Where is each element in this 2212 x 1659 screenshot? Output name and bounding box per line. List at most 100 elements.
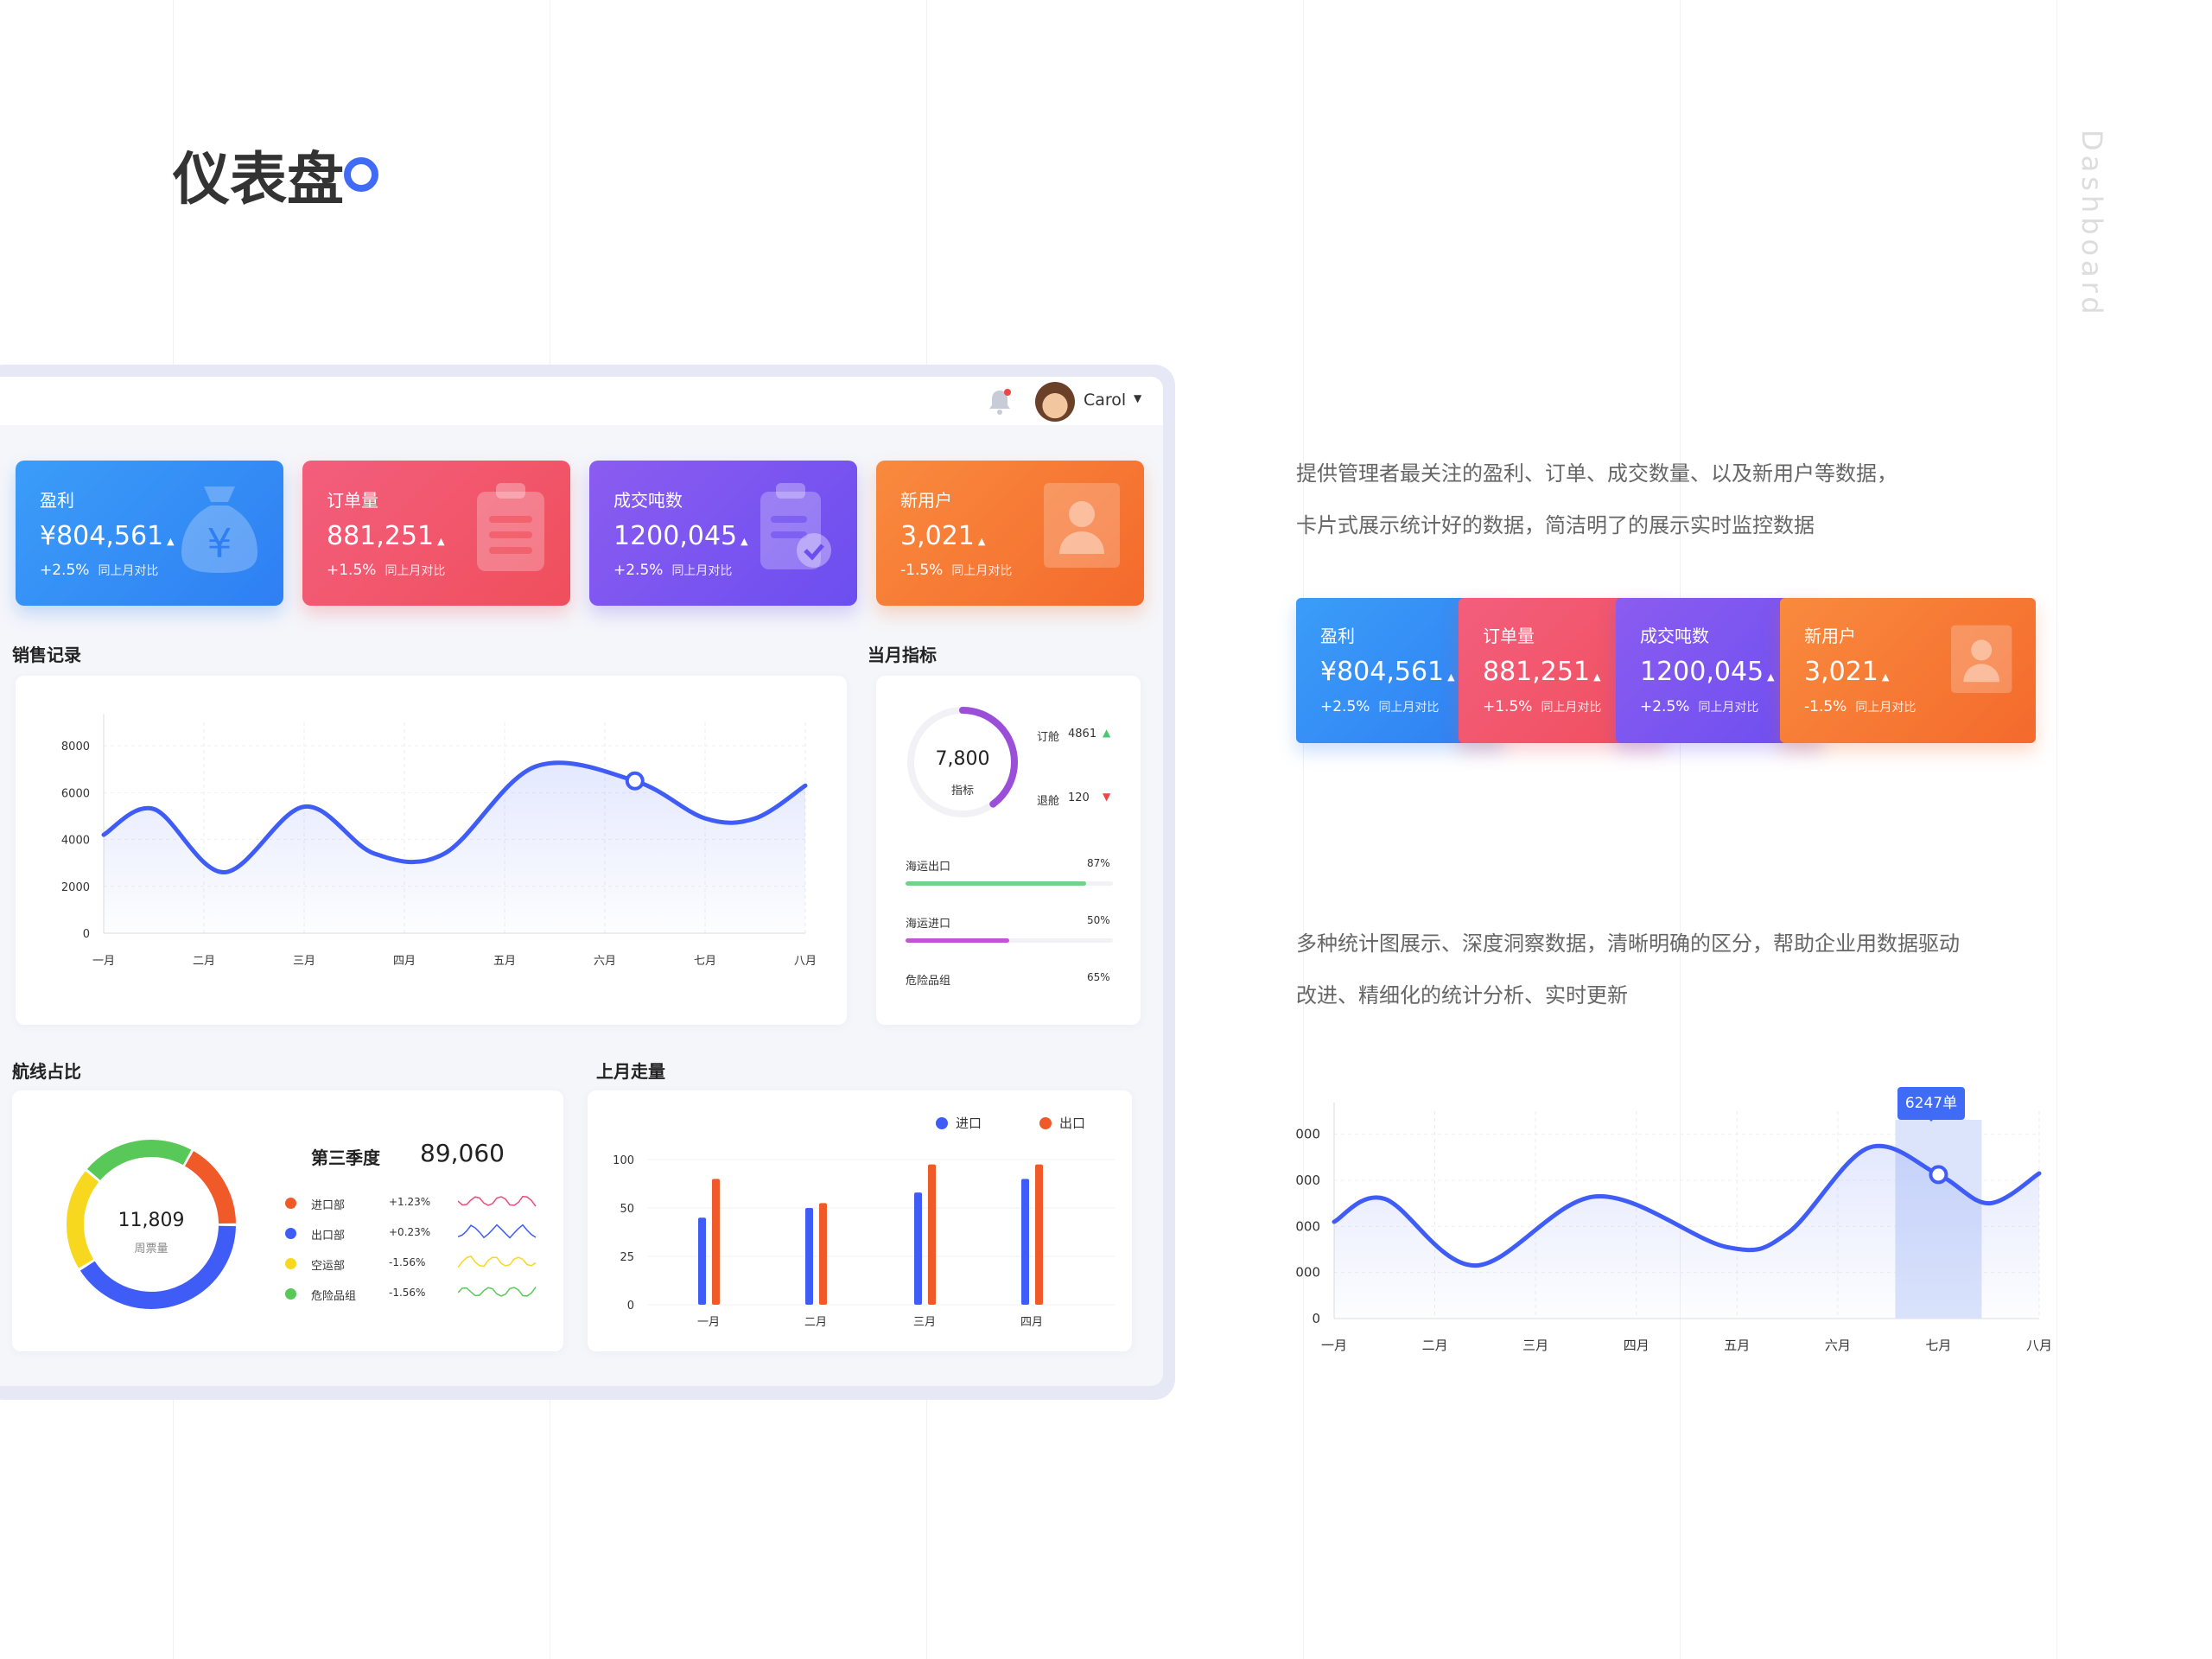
stat-card-label: 新用户: [900, 490, 952, 511]
stat-card-number: ¥804,561: [1320, 657, 1445, 687]
page-title: 仪表盘: [173, 146, 344, 213]
user-name[interactable]: Carol: [1084, 391, 1127, 410]
legend-dot: [1039, 1117, 1052, 1129]
stat-card-change: -1.5%: [900, 562, 944, 579]
x-tick-label: 三月: [293, 955, 315, 968]
progress-label: 海运出口: [906, 861, 951, 874]
y-tick-label: 4000: [61, 835, 90, 848]
progress-label: 海运进口: [906, 918, 951, 931]
legend-dot: [285, 1228, 296, 1239]
stat-card-change-row: -1.5% 同上月对比: [1804, 698, 1916, 715]
top-bar: Carol ▼: [0, 377, 1163, 425]
bell-icon[interactable]: [987, 387, 1013, 416]
stat-card-change-row: +2.5% 同上月对比: [613, 562, 732, 579]
avatar[interactable]: [1035, 382, 1075, 422]
routes-title: 航线占比: [12, 1061, 81, 1082]
stat-card[interactable]: 订单量 881,251 ▲ +1.5% 同上月对比: [302, 461, 570, 606]
trend-up-icon: ▲: [167, 536, 175, 547]
gauge-label: 指标: [950, 785, 974, 798]
bar: [914, 1192, 922, 1305]
stat-card-label: 盈利: [1320, 626, 1355, 646]
stat-card-change-row: -1.5% 同上月对比: [900, 562, 1012, 579]
triangle-up-icon: ▲: [1103, 727, 1111, 739]
sparkline: [457, 1223, 537, 1245]
stat-card-number: 881,251: [327, 521, 435, 551]
sales-chart: 0 2000 4000 6000 8000 一月 二月 三月 四月 五月 六月 七月 八月: [61, 714, 817, 968]
trend-up-icon: ▲: [1593, 671, 1601, 683]
area-fill: [1334, 1146, 2039, 1319]
stat-card-label: 成交吨数: [613, 490, 683, 511]
stat-card-value: 1200,045 ▲: [1640, 657, 1775, 687]
chart-tooltip: 6247单: [1897, 1087, 1965, 1122]
desc-line-1: 提供管理者最关注的盈利、订单、成交数量、以及新用户等数据，: [1296, 461, 1897, 486]
sparkline: [457, 1192, 537, 1215]
y-tick-label: 100: [613, 1154, 634, 1167]
bar: [805, 1208, 813, 1305]
donut-center-value: 11,809: [118, 1210, 185, 1231]
stat-card-value: ¥804,561 ▲: [1320, 657, 1455, 687]
trend-up-icon: ▲: [1881, 671, 1890, 683]
trend-up-icon: ▲: [1767, 671, 1775, 683]
donut-segment: [66, 1140, 236, 1309]
progress-label: 危险品组: [906, 975, 951, 988]
legend-label: 出口: [1059, 1116, 1085, 1131]
stat-card-change: -1.5%: [1804, 698, 1847, 715]
stat-card-label: 订单量: [327, 490, 378, 511]
trend-up-icon: ▲: [977, 536, 986, 547]
y-tick-label: 25: [620, 1251, 634, 1264]
stat-card-value: ¥804,561 ▲: [40, 521, 175, 551]
stat-booking-value: 4861: [1068, 728, 1097, 741]
vertical-label: Dashboard: [2075, 130, 2108, 319]
progress-fill: [906, 881, 1086, 886]
stat-card[interactable]: 盈利 ¥804,561 ▲ +2.5% 同上月对比 ¥: [16, 461, 283, 606]
stat-card-label: 新用户: [1804, 626, 1856, 646]
y-tick-label: 4000: [1296, 1218, 1320, 1234]
sales-title: 销售记录: [12, 645, 81, 665]
user-icon: [1042, 481, 1122, 573]
bar: [712, 1179, 720, 1305]
bar: [928, 1164, 936, 1305]
donut-center-label: 周票量: [134, 1243, 168, 1255]
progress-percent: 87%: [1087, 857, 1110, 869]
stat-card-compare: 同上月对比: [671, 564, 733, 578]
legend-dot: [936, 1117, 948, 1129]
desc-line-4: 改进、精细化的统计分析、实时更新: [1296, 983, 1628, 1007]
stat-card[interactable]: 成交吨数 1200,045 ▲ +2.5% 同上月对比: [589, 461, 857, 606]
user-icon: [1949, 624, 2013, 697]
desc-line-2: 卡片式展示统计好的数据，简洁明了的展示实时监控数据: [1296, 513, 1815, 537]
stat-card-compare: 同上月对比: [1855, 701, 1916, 715]
x-tick-label: 四月: [393, 955, 416, 968]
stat-card-value: 3,021 ▲: [900, 521, 985, 551]
stat-card-change-row: +1.5% 同上月对比: [327, 562, 445, 579]
donut-chart: [66, 1140, 236, 1309]
stat-card-change: +2.5%: [40, 562, 90, 579]
stat-card-change: +2.5%: [1320, 698, 1370, 715]
clipboard-check-icon: [757, 481, 835, 576]
stat-card-value: 1200,045 ▲: [613, 521, 748, 551]
trend-up-icon: ▲: [1447, 671, 1455, 683]
quarter-label: 第三季度: [311, 1147, 380, 1168]
bar: [1021, 1179, 1029, 1305]
stat-card-change: +1.5%: [327, 562, 377, 579]
stat-card-compare: 同上月对比: [1698, 701, 1759, 715]
legend-dot: [285, 1198, 296, 1209]
legend-name: 危险品组: [311, 1290, 357, 1303]
stat-card-change-row: +1.5% 同上月对比: [1483, 698, 1601, 715]
stat-card[interactable]: 新用户 3,021 ▲ -1.5% 同上月对比: [876, 461, 1144, 606]
series-line: [1332, 1143, 2042, 1268]
stat-cancel-value: 120: [1068, 791, 1090, 804]
sparkline: [457, 1283, 537, 1306]
y-tick-label: 8000: [1296, 1127, 1320, 1142]
stat-card-number: 1200,045: [613, 521, 738, 551]
chevron-down-icon[interactable]: ▼: [1134, 392, 1142, 404]
stat-card-compare: 同上月对比: [385, 564, 446, 578]
x-tick-label: 七月: [1925, 1338, 1951, 1353]
stat-card-number: ¥804,561: [40, 521, 164, 551]
progress-track: [906, 938, 1113, 943]
stat-card[interactable]: 新用户 3,021 ▲ -1.5% 同上月对比: [1780, 598, 2036, 743]
y-tick-label: 0: [627, 1300, 634, 1313]
x-tick-label: 六月: [594, 955, 616, 968]
routes-card: 11,809 周票量 第三季度 89,060 进口部 +1.23% 出口部 +0.23…: [12, 1090, 563, 1351]
stat-card-change: +2.5%: [1640, 698, 1690, 715]
